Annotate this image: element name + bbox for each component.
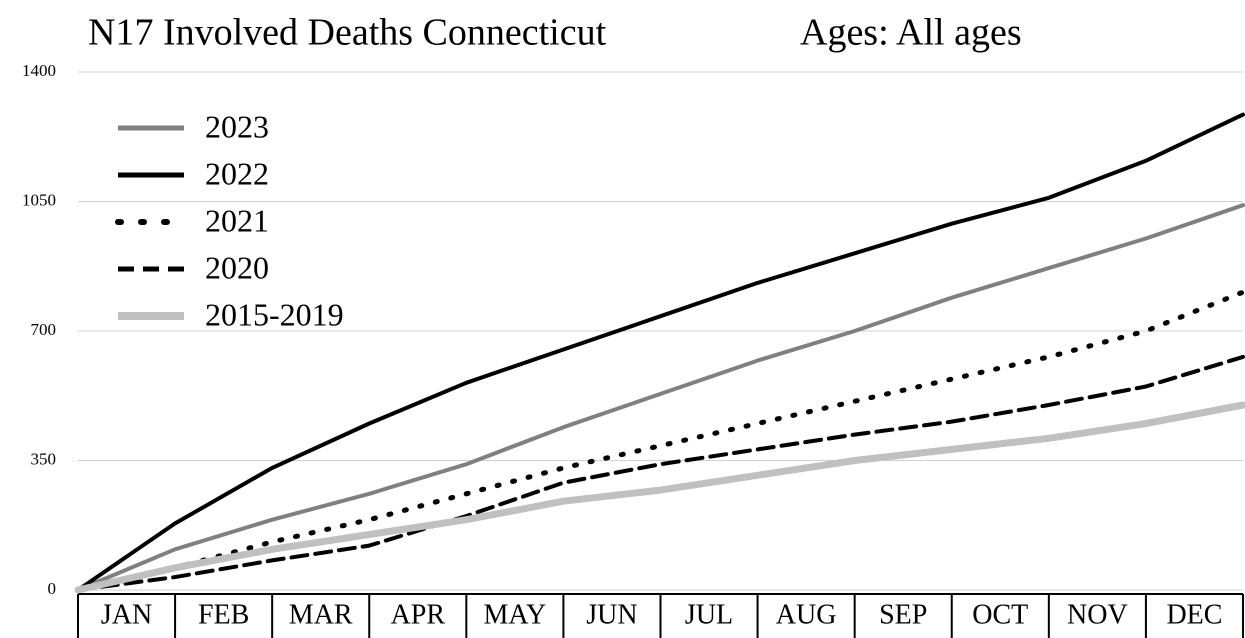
series-line — [76, 354, 1245, 592]
chart-subtitle: Ages: All ages — [800, 12, 1022, 54]
x-tick-label: JAN — [101, 599, 152, 630]
series-line — [76, 112, 1245, 592]
series-line — [76, 203, 1245, 592]
x-tick-label: JUN — [586, 599, 637, 630]
x-tick-label: SEP — [879, 599, 927, 630]
legend-label: 2021 — [205, 202, 269, 238]
x-tick-label: AUG — [776, 599, 837, 630]
y-tick-label: 0 — [48, 579, 57, 598]
x-tick-label: MAY — [483, 599, 546, 630]
x-tick-label: APR — [391, 599, 446, 630]
y-tick-label: 1400 — [22, 61, 56, 80]
x-tick-label: FEB — [198, 599, 249, 630]
y-tick-label: 1050 — [22, 190, 56, 209]
x-tick-label: MAR — [289, 599, 353, 630]
x-tick-label: JUL — [685, 599, 733, 630]
x-tick-label: OCT — [972, 599, 1028, 630]
series-line — [74, 401, 1245, 594]
x-tick-label: DEC — [1166, 599, 1222, 630]
legend-label: 2022 — [205, 155, 269, 191]
legend-label: 2023 — [205, 108, 269, 144]
legend-label: 2015-2019 — [205, 296, 344, 332]
chart-title: N17 Involved Deaths Connecticut — [88, 12, 607, 54]
y-tick-label: 350 — [31, 449, 57, 468]
legend-label: 2020 — [205, 249, 269, 285]
series-line — [75, 289, 1245, 593]
x-tick-label: NOV — [1067, 599, 1128, 630]
y-tick-label: 700 — [31, 320, 57, 339]
